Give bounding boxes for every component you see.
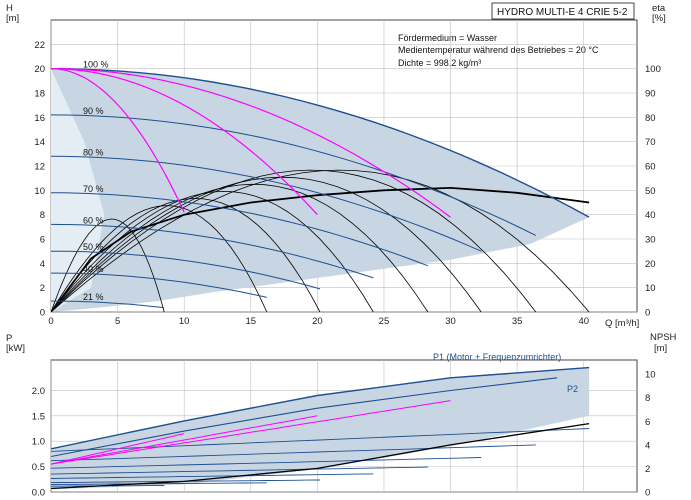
speed-label: 60 % (83, 215, 104, 225)
head-tick-label: 12 (34, 162, 45, 173)
power-curve (51, 444, 536, 462)
x-tick-label: 35 (512, 316, 523, 327)
title-box (491, 2, 635, 20)
head-axis-label: H (6, 3, 13, 14)
head-tick-label: 4 (40, 259, 45, 270)
power-axis-label: P (6, 333, 12, 344)
npsh-curve (51, 422, 590, 490)
speed-label: 40 % (83, 264, 104, 274)
eta-axis-unit: [%] (652, 13, 666, 24)
head-tick-label: 10 (34, 186, 45, 197)
head-tick-label: 8 (40, 210, 45, 221)
speed-curve (51, 300, 165, 309)
eta-tick-label: 100 (645, 64, 661, 75)
power-tick-label: 0.0 (32, 488, 45, 499)
power-tick-label: 1.5 (32, 411, 45, 422)
power-bep-curve (51, 400, 451, 465)
p2-curve (51, 377, 558, 458)
head-tick-label: 20 (34, 64, 45, 75)
speed-label: 90 % (83, 106, 104, 116)
npsh-tick-label: 4 (645, 440, 650, 451)
p2-series-label: P2 (567, 384, 578, 394)
best-efficiency-curve (51, 68, 451, 218)
eta-tick-label: 40 (645, 210, 656, 221)
info-line-density: Dichte = 998.2 kg/m³ (398, 58, 481, 68)
power-axis-unit: [kW] (6, 343, 25, 354)
speed-label: 70 % (83, 184, 104, 194)
x-tick-label: 30 (445, 316, 456, 327)
head-tick-label: 2 (40, 283, 45, 294)
head-tick-label: 0 (40, 308, 45, 319)
npsh-axis-unit: [m] (654, 343, 667, 354)
p1-series-label: P1 (Motor + Frequenzumrichter) (433, 352, 561, 362)
head-axis-unit: [m] (6, 13, 19, 24)
best-efficiency-curve (51, 68, 185, 213)
npsh-tick-label: 10 (645, 370, 656, 381)
eta-tick-label: 90 (645, 89, 656, 100)
power-curve (51, 482, 267, 485)
efficiency-curve (51, 176, 482, 312)
eta-tick-label: 50 (645, 186, 656, 197)
eta-tick-label: 80 (645, 113, 656, 124)
eta-tick-label: 30 (645, 235, 656, 246)
power-curve (51, 457, 482, 469)
chart-title: HYDRO MULTI-E 4 CRIE 5-2 (497, 7, 628, 18)
speed-curve (51, 250, 321, 290)
x-tick-label: 25 (379, 316, 390, 327)
speed-curve (51, 68, 590, 218)
speed-curve (51, 272, 267, 298)
eta-tick-label: 10 (645, 283, 656, 294)
info-line-medium: Fördermedium = Wasser (398, 33, 497, 43)
speed-label: 80 % (83, 147, 104, 157)
x-tick-label: 20 (312, 316, 323, 327)
power-curve (51, 466, 428, 475)
best-efficiency-curve (51, 68, 318, 216)
npsh-tick-label: 0 (645, 488, 650, 499)
x-tick-label: 15 (245, 316, 256, 327)
x-tick-label: 10 (179, 316, 190, 327)
head-tick-label: 6 (40, 235, 45, 246)
x-tick-label: 40 (578, 316, 589, 327)
power-tick-label: 0.5 (32, 462, 45, 473)
power-bep-curve (51, 433, 185, 465)
head-tick-label: 16 (34, 113, 45, 124)
speed-curve (51, 192, 429, 267)
efficiency-curve (51, 190, 374, 312)
speed-curve (51, 114, 537, 236)
efficiency-curve (51, 205, 268, 312)
npsh-tick-label: 6 (645, 417, 650, 428)
head-tick-label: 22 (34, 40, 45, 51)
npsh-axis-label: NPSH (650, 332, 677, 343)
eta-tick-label: 20 (645, 259, 656, 270)
power-tick-label: 2.0 (32, 386, 45, 397)
speed-label: 50 % (83, 242, 104, 252)
npsh-tick-label: 2 (645, 464, 650, 475)
info-line-temperature: Medientemperatur während des Betriebes =… (398, 45, 599, 55)
efficiency-curve (51, 183, 429, 312)
efficiency-curve (51, 169, 590, 312)
efficiency-envelope (51, 186, 590, 312)
efficiency-curve (51, 169, 537, 312)
p1-curve (51, 366, 590, 450)
npsh-tick-label: 8 (645, 393, 650, 404)
head-tick-label: 18 (34, 89, 45, 100)
power-curve (51, 473, 374, 479)
eta-tick-label: 0 (645, 308, 650, 319)
power-bep-curve (51, 415, 318, 465)
speed-curve (51, 223, 374, 279)
power-operating-area (51, 367, 590, 490)
speed-curve (51, 155, 482, 252)
power-tick-label: 1.0 (32, 437, 45, 448)
x-tick-label: 5 (115, 316, 120, 327)
eta-tick-label: 60 (645, 162, 656, 173)
speed-label: 100 % (83, 60, 109, 70)
head-tick-label: 14 (34, 137, 45, 148)
speed-label: 21 % (83, 292, 104, 302)
x-tick-label: 0 (48, 316, 53, 327)
operating-area (51, 68, 590, 312)
eta-axis-label: eta (652, 3, 666, 14)
flow-axis-label: Q [m³/h] (605, 318, 639, 329)
eta-tick-label: 70 (645, 137, 656, 148)
